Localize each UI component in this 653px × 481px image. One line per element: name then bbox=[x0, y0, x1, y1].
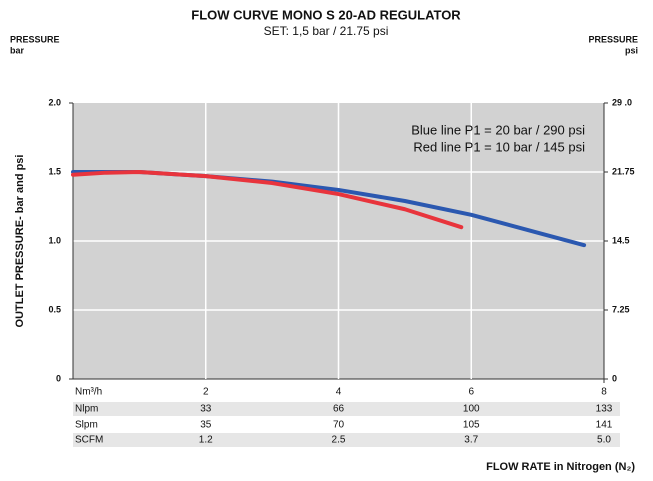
table-cell: 33 bbox=[200, 404, 212, 415]
y-axis-label: OUTLET PRESSURE- bar and psi bbox=[14, 155, 26, 328]
y-tick-label: 2.0 bbox=[48, 97, 61, 107]
x-tick-label: 4 bbox=[336, 387, 342, 398]
y2-tick-label: 21.75 bbox=[612, 166, 635, 176]
left-axis-title: PRESSURE bbox=[10, 34, 60, 44]
table-cell: 141 bbox=[596, 420, 613, 431]
table-row-label: Slpm bbox=[75, 420, 98, 431]
x-tick-label: 6 bbox=[468, 387, 474, 398]
x-tick-label: 2 bbox=[203, 387, 209, 398]
y-tick-label: 0 bbox=[56, 373, 61, 383]
table-cell: 1.2 bbox=[199, 435, 213, 446]
table-row-bg bbox=[73, 402, 620, 416]
table-cell: 3.7 bbox=[464, 435, 478, 446]
table-cell: 2.5 bbox=[332, 435, 346, 446]
table-cell: 66 bbox=[333, 404, 345, 415]
table-row-label: SCFM bbox=[75, 435, 103, 446]
table-cell: 100 bbox=[463, 404, 480, 415]
y2-tick-label: 7.25 bbox=[612, 304, 630, 314]
right-axis-unit: psi bbox=[625, 45, 638, 55]
x-tick-label: 8 bbox=[601, 387, 607, 398]
chart-subtitle: SET: 1,5 bar / 21.75 psi bbox=[264, 24, 389, 38]
table-cell: 5.0 bbox=[597, 435, 611, 446]
y2-tick-label: 0 bbox=[612, 373, 617, 383]
y-tick-label: 0.5 bbox=[48, 304, 61, 314]
y2-tick-label: 29 .0 bbox=[612, 97, 632, 107]
y2-tick-label: 14.5 bbox=[612, 235, 630, 245]
y-tick-label: 1.0 bbox=[48, 235, 61, 245]
x-axis-label: FLOW RATE in Nitrogen (N₂) bbox=[486, 461, 635, 473]
chart-title: FLOW CURVE MONO S 20-AD REGULATOR bbox=[191, 7, 461, 22]
legend-entry: Blue line P1 = 20 bar / 290 psi bbox=[411, 122, 585, 137]
table-cell: 133 bbox=[596, 404, 613, 415]
table-cell: 105 bbox=[463, 420, 480, 431]
left-axis-unit: bar bbox=[10, 45, 25, 55]
table-row-label: Nm³/h bbox=[75, 387, 102, 398]
table-cell: 35 bbox=[200, 420, 212, 431]
table-row-label: Nlpm bbox=[75, 404, 98, 415]
right-axis-title: PRESSURE bbox=[588, 34, 638, 44]
series-line bbox=[71, 170, 464, 230]
y-tick-label: 1.5 bbox=[48, 166, 61, 176]
table-row-bg bbox=[73, 433, 620, 447]
table-cell: 70 bbox=[333, 420, 345, 431]
legend-entry: Red line P1 = 10 bar / 145 psi bbox=[413, 139, 585, 154]
